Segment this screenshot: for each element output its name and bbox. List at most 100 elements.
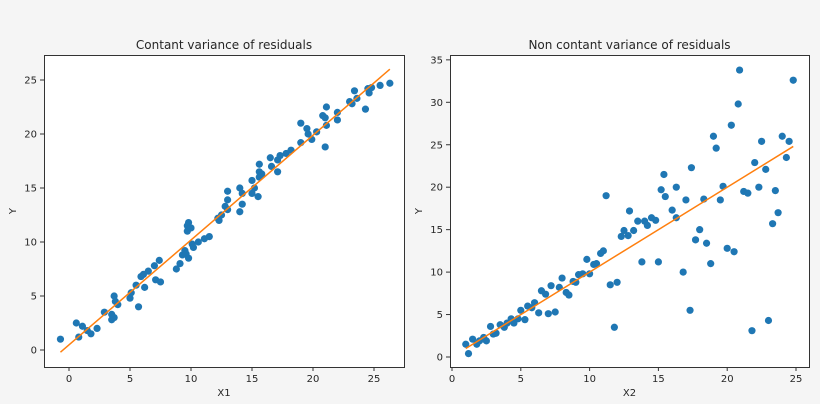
data-point — [87, 330, 95, 338]
data-point — [751, 158, 759, 167]
data-point — [348, 100, 356, 108]
data-point — [702, 239, 711, 247]
data-point — [547, 282, 555, 290]
data-point — [769, 220, 777, 228]
data-point — [254, 193, 262, 201]
data-point — [789, 76, 797, 84]
data-point — [141, 283, 149, 291]
data-point — [255, 160, 263, 168]
data-point — [620, 226, 628, 235]
data-point — [778, 132, 786, 140]
data-point — [144, 267, 152, 275]
data-point — [134, 303, 143, 311]
data-point — [155, 256, 163, 264]
data-point — [624, 231, 632, 240]
data-point — [276, 152, 284, 160]
data-point — [691, 236, 700, 244]
chart-title: Non contant variance of residuals — [528, 38, 730, 52]
data-point — [267, 162, 276, 170]
data-point — [78, 322, 87, 330]
data-point — [541, 290, 550, 298]
fitted-line — [465, 145, 794, 350]
y-tick-label: 15 — [430, 225, 443, 236]
data-point — [303, 125, 311, 133]
data-point — [274, 168, 282, 176]
y-tick-label: 5 — [437, 310, 443, 321]
y-axis-label: Y — [414, 207, 425, 215]
data-point — [462, 340, 470, 348]
data-point — [668, 206, 676, 214]
data-point — [205, 233, 213, 241]
data-point — [100, 308, 108, 316]
data-point — [565, 291, 573, 299]
data-point — [114, 301, 122, 309]
data-point — [110, 292, 118, 300]
y-axis-label: Y — [8, 207, 19, 215]
y-tick-label: 20 — [430, 183, 443, 194]
data-point — [236, 184, 244, 192]
data-point — [712, 144, 720, 152]
data-point — [734, 100, 742, 108]
data-point — [361, 105, 370, 113]
x-tick-label: 5 — [127, 374, 133, 385]
x-tick-label: 25 — [368, 374, 381, 385]
data-point — [782, 153, 790, 162]
x-tick-label: 0 — [449, 374, 455, 385]
data-point — [602, 192, 610, 200]
data-point — [610, 323, 618, 331]
y-tick-label: 30 — [430, 98, 443, 109]
data-point — [630, 226, 638, 235]
y-tick-label: 0 — [437, 353, 443, 364]
data-point — [551, 308, 559, 316]
data-point — [176, 260, 184, 268]
x-axis-ticks: 0 5 10 15 20 25 — [449, 367, 803, 385]
data-point — [248, 189, 256, 197]
data-point — [748, 327, 756, 335]
data-point — [132, 281, 140, 289]
data-point — [184, 254, 193, 262]
data-point — [238, 200, 246, 208]
data-point — [625, 207, 634, 215]
data-point — [194, 238, 202, 246]
data-point — [686, 306, 694, 314]
x-tick-label: 20 — [307, 374, 320, 385]
data-point — [184, 218, 193, 227]
x-tick-label: 20 — [721, 374, 734, 385]
x-tick-label: 5 — [518, 374, 524, 385]
data-point — [652, 216, 660, 224]
data-point — [482, 337, 490, 345]
data-point — [638, 258, 646, 266]
data-point — [386, 79, 394, 87]
axes-frame — [44, 55, 405, 368]
data-point — [661, 192, 669, 201]
data-point — [592, 260, 601, 268]
data-point — [764, 316, 773, 325]
data-point — [224, 196, 232, 204]
data-point — [72, 319, 80, 327]
data-point — [156, 278, 165, 286]
data-point — [469, 335, 477, 343]
data-point — [709, 132, 718, 140]
data-point — [586, 270, 594, 278]
y-tick-label: 10 — [24, 238, 37, 249]
y-tick-label: 35 — [430, 55, 443, 66]
data-point — [755, 183, 763, 191]
data-point — [682, 196, 690, 204]
data-point — [660, 170, 668, 179]
x-tick-label: 25 — [790, 374, 803, 385]
data-point — [297, 119, 305, 127]
data-point — [727, 121, 735, 129]
y-axis-ticks: 0 5 10 15 20 25 — [24, 76, 44, 357]
data-point — [224, 187, 232, 195]
y-tick-label: 20 — [24, 130, 37, 141]
data-point — [785, 137, 793, 145]
data-point — [110, 314, 118, 322]
data-point — [236, 208, 244, 216]
y-tick-label: 15 — [24, 184, 37, 195]
y-tick-label: 5 — [31, 292, 37, 303]
data-point — [758, 137, 766, 145]
data-point — [735, 66, 744, 74]
data-point — [613, 278, 621, 286]
data-point — [93, 324, 101, 332]
